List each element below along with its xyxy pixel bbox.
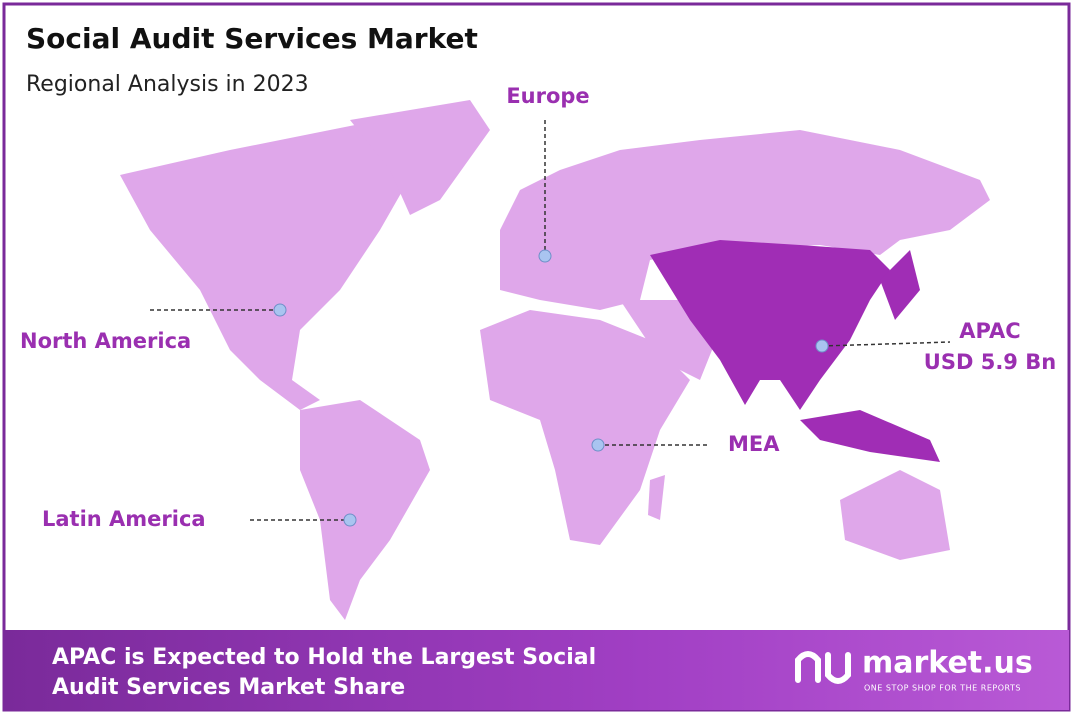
region-label: Europe <box>506 84 589 108</box>
region-label: MEA <box>728 432 780 456</box>
leaders <box>150 120 951 527</box>
footer-text: Audit Services Market Share <box>52 675 405 700</box>
logo: market.us <box>862 646 1033 681</box>
region-label: Latin America <box>42 507 206 531</box>
footer-band <box>4 630 1069 710</box>
footer-text: APAC is Expected to Hold the Largest Soc… <box>52 645 596 670</box>
region-label: North America <box>20 329 191 353</box>
world-map <box>120 100 990 620</box>
region-label: APAC <box>959 319 1020 343</box>
logo-mark <box>795 651 851 684</box>
tagline: ONE STOP SHOP FOR THE REPORTS <box>864 684 1021 693</box>
subtitle: Regional Analysis in 2023 <box>26 72 309 97</box>
region-value: USD 5.9 Bn <box>924 350 1056 374</box>
title: Social Audit Services Market <box>26 22 478 55</box>
